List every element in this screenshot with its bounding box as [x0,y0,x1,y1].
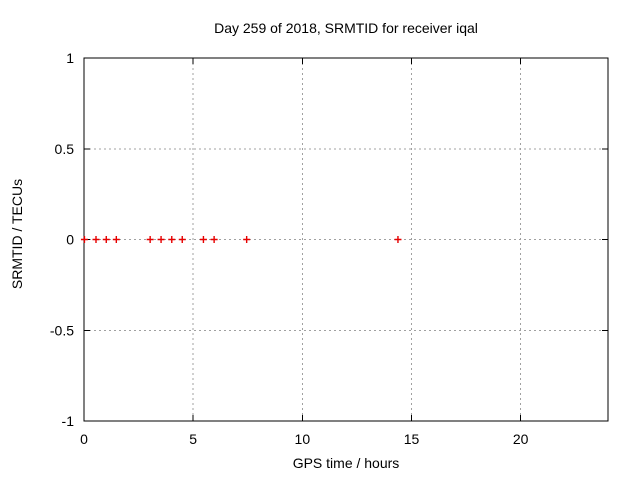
data-point-marker [146,236,154,243]
data-point-marker [178,236,186,243]
x-tick-label: 20 [513,431,529,447]
data-point-marker [394,236,402,243]
y-tick-label: -1 [62,413,75,429]
y-tick-label: -0.5 [50,322,74,338]
data-point-marker [80,236,88,243]
y-tick-label: 1 [66,50,74,66]
x-tick-label: 10 [295,431,311,447]
data-point-marker [157,236,165,243]
y-tick-label: 0.5 [55,141,75,157]
data-point-marker [92,236,100,243]
chart-title: Day 259 of 2018, SRMTID for receiver iqa… [214,20,478,36]
data-point-marker [210,236,218,243]
x-tick-label: 0 [80,431,88,447]
x-axis-label: GPS time / hours [292,455,400,471]
x-tick-label: 5 [189,431,197,447]
data-point-marker [243,236,251,243]
y-tick-label: 0 [66,232,74,248]
data-point-marker [168,236,176,243]
x-tick-label: 15 [404,431,420,447]
data-point-marker [102,236,110,243]
data-point-marker [199,236,207,243]
data-point-marker [112,236,120,243]
